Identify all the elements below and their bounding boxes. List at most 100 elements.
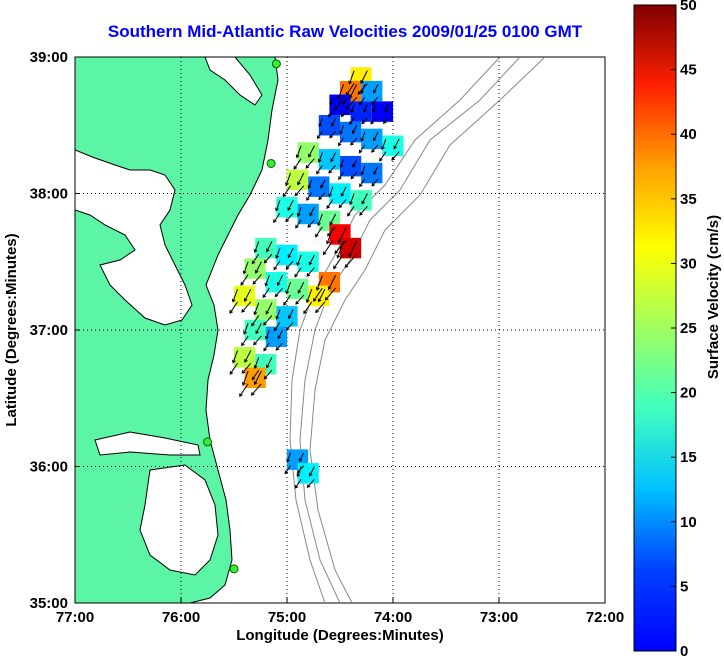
velocity-arrow — [275, 342, 283, 351]
velocity-arrow-head — [232, 359, 236, 364]
velocity-arrow-head — [316, 170, 320, 175]
velocity-arrow-head — [371, 182, 376, 187]
velocity-arrow-head — [306, 272, 311, 277]
velocity-arrow — [288, 309, 294, 319]
velocity-arrow-head — [286, 458, 290, 463]
velocity-arrow-head — [287, 254, 292, 259]
y-tick-label: 38:00 — [30, 186, 68, 203]
colorbar-tick-label: 45 — [680, 62, 697, 79]
velocity-arrow — [317, 130, 323, 139]
velocity-arrow — [361, 131, 366, 142]
velocity-arrow-head — [317, 158, 322, 163]
y-tick-label: 39:00 — [30, 49, 68, 66]
velocity-arrow — [320, 179, 326, 189]
velocity-arrow — [294, 267, 302, 278]
velocity-arrow-head — [294, 273, 298, 278]
velocity-arrow-head — [274, 293, 279, 298]
velocity-arrow-head — [345, 92, 350, 96]
velocity-arrow-head — [241, 370, 246, 374]
velocity-arrow — [262, 287, 270, 298]
velocity-arrow-head — [360, 90, 365, 95]
velocity-arrow-head — [242, 270, 247, 275]
velocity-arrow-head — [303, 310, 307, 315]
velocity-arrow-head — [336, 254, 341, 259]
velocity-arrow-head — [328, 169, 333, 174]
velocity-arrow-head — [250, 392, 255, 396]
velocity-arrow — [331, 118, 337, 127]
velocity-arrow — [371, 144, 379, 153]
x-axis-ticks: 77:00 76:00 75:00 74:00 73:00 72:00 — [56, 598, 624, 626]
velocity-arrow-head — [255, 330, 259, 335]
colorbar-tick-label: 10 — [680, 514, 697, 531]
velocity-arrow — [345, 83, 355, 96]
velocity-arrow — [239, 383, 249, 397]
velocity-arrow-head — [298, 458, 303, 463]
y-axis-label: Latitude (Degrees:Minutes) — [3, 233, 20, 426]
velocity-arrow — [309, 206, 315, 216]
colorbar-tick-label: 25 — [680, 320, 697, 337]
velocity-arrow-head — [372, 89, 377, 94]
velocity-arrow-head — [307, 185, 312, 190]
velocity-arrow — [318, 288, 326, 302]
velocity-arrow-head — [317, 222, 321, 227]
velocity-arrow — [323, 240, 334, 255]
velocity-arrow-head — [379, 157, 383, 162]
velocity-arrow-head — [330, 158, 334, 163]
velocity-arrow-head — [326, 240, 330, 245]
colorbar-tick-label: 15 — [680, 449, 697, 466]
velocity-arrow-head — [334, 250, 339, 254]
velocity-arrow — [285, 212, 294, 222]
velocity-arrow-head — [265, 310, 270, 315]
velocity-arrow — [295, 294, 305, 305]
colorbar-tick-label: 30 — [680, 255, 697, 272]
velocity-arrow — [286, 452, 292, 462]
velocity-arrow-head — [307, 224, 312, 228]
velocity-arrow-head — [296, 262, 301, 267]
velocity-arrow — [328, 275, 337, 290]
velocity-arrow — [328, 165, 336, 174]
velocity-arrow-head — [295, 224, 299, 229]
velocity-arrow — [240, 274, 249, 286]
velocity-arrow — [275, 200, 281, 211]
velocity-arrow — [329, 97, 334, 106]
velocity-arrow-head — [293, 165, 298, 170]
velocity-arrow — [338, 171, 344, 180]
velocity-arrow — [252, 274, 262, 285]
velocity-arrow-head — [371, 101, 375, 105]
velocity-arrow — [329, 213, 337, 225]
velocity-arrow — [383, 117, 389, 124]
velocity-arrow-head — [265, 335, 269, 340]
velocity-arrow-head — [357, 90, 362, 95]
velocity-arrow — [340, 186, 347, 197]
velocity-arrow — [313, 287, 323, 302]
velocity-arrow — [265, 302, 273, 315]
x-tick-label: 75:00 — [268, 609, 306, 626]
velocity-arrow — [285, 282, 292, 294]
velocity-arrow — [251, 315, 260, 327]
radar-station-marker — [229, 564, 239, 574]
map-title: Southern Mid-Atlantic Raw Velocities 200… — [107, 22, 583, 41]
velocity-arrow-head — [383, 120, 387, 124]
velocity-arrow — [359, 205, 368, 216]
velocity-arrow-head — [285, 218, 289, 223]
velocity-arrow-head — [241, 308, 245, 313]
velocity-arrow-head — [339, 130, 344, 135]
velocity-arrow-head — [384, 108, 388, 113]
velocity-arrow — [277, 275, 284, 286]
velocity-arrow — [294, 185, 305, 196]
velocity-arrow-head — [254, 269, 259, 274]
velocity-arrow — [254, 370, 262, 385]
velocity-arrow-head — [276, 282, 281, 287]
velocity-arrow — [370, 117, 376, 125]
velocity-arrow — [318, 192, 326, 200]
velocity-arrow-head — [275, 207, 279, 212]
velocity-arrow — [317, 213, 323, 226]
velocity-arrow-head — [344, 264, 349, 269]
velocity-arrow-head — [327, 232, 331, 237]
velocity-arrow — [287, 247, 294, 258]
velocity-arrow-head — [287, 315, 292, 320]
velocity-arrow-head — [349, 121, 353, 126]
velocity-arrow-head — [329, 134, 334, 139]
velocity-arrow — [253, 335, 262, 345]
velocity-arrow-head — [360, 137, 365, 142]
